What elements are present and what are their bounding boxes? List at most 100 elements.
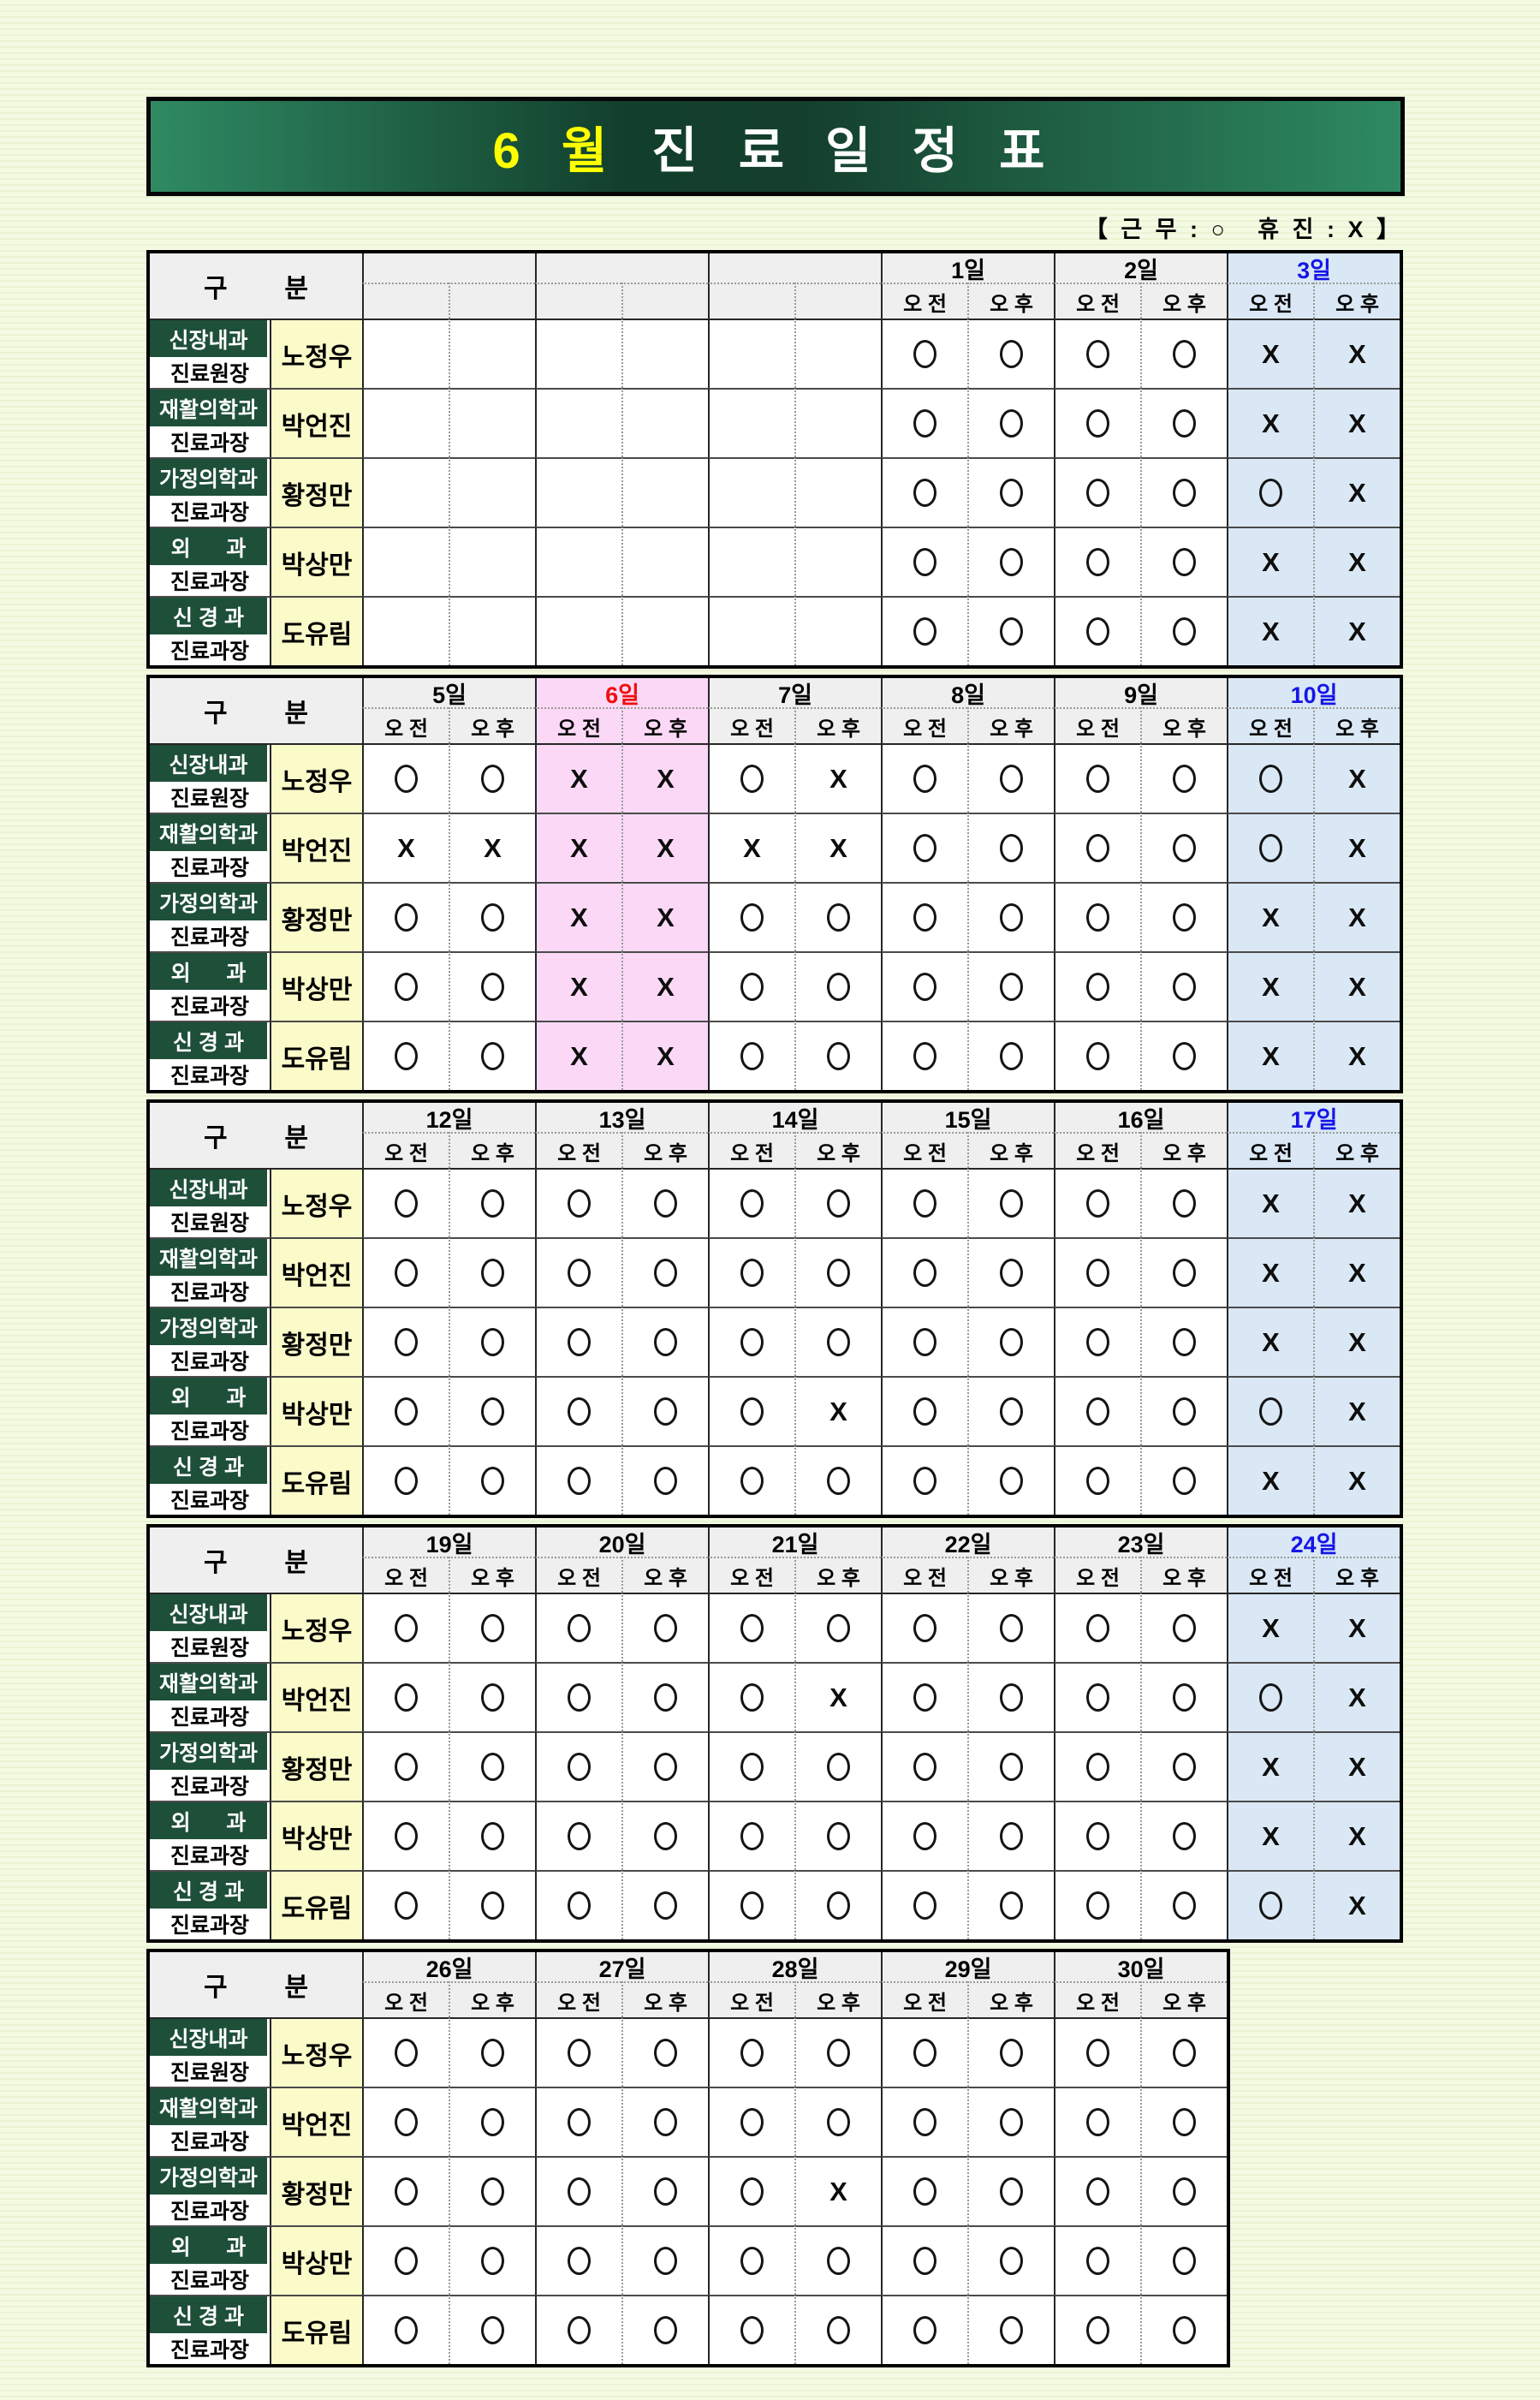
schedule-cell <box>967 951 1054 1021</box>
ampm-header-cell: 오 전 <box>535 1557 621 1593</box>
schedule-cell <box>621 1870 708 1939</box>
work-circle-mark <box>1086 2177 1109 2206</box>
day-header-cell: 14일 <box>708 1103 881 1133</box>
ampm-header-cell: 오 전 <box>1054 1981 1140 2017</box>
schedule-cell <box>794 457 881 527</box>
ampm-header-cell: 오 후 <box>449 707 535 743</box>
schedule-cell: X <box>1313 1307 1400 1376</box>
ampm-header-cell: 오 전 <box>362 1132 449 1168</box>
work-circle-mark <box>1173 1753 1196 1781</box>
work-circle-mark <box>913 409 936 438</box>
schedule-cell <box>881 2295 967 2364</box>
ampm-header-cell: 오 후 <box>967 1557 1054 1593</box>
schedule-cell <box>708 1870 794 1939</box>
work-circle-mark <box>654 1614 677 1642</box>
closed-x-mark: X <box>397 833 415 863</box>
work-circle-mark <box>1173 617 1196 646</box>
ampm-header-cell: 오 전 <box>881 1132 967 1168</box>
schedule-cell: X <box>794 1376 881 1445</box>
work-circle-mark <box>1173 1042 1196 1070</box>
closed-x-mark: X <box>1262 1188 1280 1218</box>
department-name: 신장내과 <box>150 1594 267 1631</box>
work-circle-mark <box>740 1328 764 1356</box>
department-cell: 가정의학과 진료과장 <box>150 882 270 951</box>
schedule-cell <box>535 1376 621 1445</box>
position-label: 진료과장 <box>150 1276 270 1307</box>
closed-x-mark: X <box>1262 1613 1280 1643</box>
schedule-cell <box>794 1801 881 1870</box>
work-circle-mark <box>913 903 936 932</box>
work-circle-mark <box>1173 1822 1196 1850</box>
schedule-cell <box>1140 813 1227 882</box>
department-cell: 재활의학과 진료과장 <box>150 813 270 882</box>
closed-x-mark: X <box>829 1682 847 1712</box>
department-cell: 신 경 과 진료과장 <box>150 2295 270 2364</box>
closed-x-mark: X <box>1262 1466 1280 1496</box>
work-circle-mark <box>395 2316 418 2344</box>
ampm-header-cell: 오 후 <box>967 707 1054 743</box>
schedule-cell <box>1054 1445 1140 1515</box>
day-header-cell <box>535 253 708 283</box>
schedule-cell <box>881 2225 967 2295</box>
schedule-cell <box>1140 2017 1227 2087</box>
schedule-cell <box>362 388 449 457</box>
schedule-cell <box>621 1237 708 1307</box>
schedule-cell <box>449 1662 535 1731</box>
work-circle-mark <box>1000 2247 1023 2275</box>
schedule-cell: X <box>1313 319 1400 388</box>
ampm-header-cell: 오 전 <box>1227 283 1313 319</box>
closed-x-mark: X <box>1262 408 1280 438</box>
schedule-cell <box>1054 951 1140 1021</box>
work-circle-mark <box>1259 1891 1282 1920</box>
work-circle-mark <box>1086 617 1109 646</box>
ampm-header-cell: 오 전 <box>1227 1557 1313 1593</box>
work-circle-mark <box>1086 1467 1109 1495</box>
ampm-header-cell: 오 전 <box>881 1981 967 2017</box>
doctor-name-cell: 박상만 <box>270 1376 362 1445</box>
day-header-cell: 21일 <box>708 1528 881 1557</box>
work-circle-mark <box>481 1753 504 1781</box>
closed-x-mark: X <box>570 764 588 794</box>
position-label: 진료과장 <box>150 1345 270 1376</box>
work-circle-mark <box>827 903 850 932</box>
work-circle-mark <box>654 1397 677 1426</box>
schedule-cell <box>1140 2295 1227 2364</box>
schedule-cell <box>1054 1168 1140 1237</box>
position-label: 진료과장 <box>150 851 270 882</box>
schedule-cell <box>708 319 794 388</box>
schedule-cell <box>881 882 967 951</box>
ampm-header-cell: 오 전 <box>1054 1132 1140 1168</box>
position-label: 진료과장 <box>150 426 270 457</box>
schedule-cell <box>362 596 449 665</box>
category-header-cell: 구 분 <box>150 253 362 319</box>
department-name: 재활의학과 <box>150 1239 267 1276</box>
department-name: 신장내과 <box>150 320 267 357</box>
work-circle-mark <box>481 1189 504 1218</box>
ampm-header-cell: 오 전 <box>1227 1132 1313 1168</box>
schedule-cell <box>881 319 967 388</box>
schedule-cell <box>967 1168 1054 1237</box>
work-circle-mark <box>1000 903 1023 932</box>
work-circle-mark <box>827 2247 850 2275</box>
work-circle-mark <box>654 1328 677 1356</box>
closed-x-mark: X <box>1348 1258 1366 1288</box>
schedule-cell <box>794 882 881 951</box>
closed-x-mark: X <box>570 1041 588 1071</box>
department-cell: 신 경 과 진료과장 <box>150 1870 270 1939</box>
work-circle-mark <box>1086 1259 1109 1287</box>
work-circle-mark <box>654 1683 677 1712</box>
ampm-header-cell: 오 후 <box>449 1981 535 2017</box>
work-circle-mark <box>1086 548 1109 576</box>
schedule-cell <box>362 319 449 388</box>
schedule-cell <box>621 2087 708 2156</box>
schedule-cell <box>535 1237 621 1307</box>
work-circle-mark <box>1173 409 1196 438</box>
schedule-cell <box>967 457 1054 527</box>
closed-x-mark: X <box>1348 1041 1366 1071</box>
work-circle-mark <box>913 340 936 368</box>
schedule-cell <box>708 1307 794 1376</box>
schedule-cell <box>1054 1801 1140 1870</box>
banner-month-label: 6 월 <box>492 123 621 179</box>
schedule-cell <box>1140 2156 1227 2225</box>
schedule-cell <box>449 1445 535 1515</box>
